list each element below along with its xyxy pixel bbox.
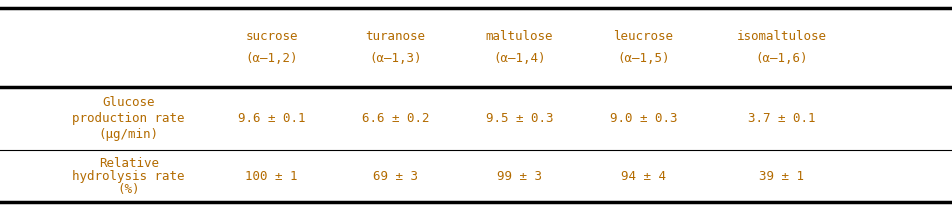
Text: hydrolysis rate: hydrolysis rate	[72, 170, 185, 183]
Text: 9.0 ± 0.3: 9.0 ± 0.3	[609, 112, 676, 125]
Text: isomaltulose: isomaltulose	[736, 29, 825, 43]
Text: Glucose: Glucose	[102, 96, 155, 109]
Text: (α–1,6): (α–1,6)	[754, 52, 807, 65]
Text: maltulose: maltulose	[486, 29, 552, 43]
Text: 9.5 ± 0.3: 9.5 ± 0.3	[486, 112, 552, 125]
Text: 9.6 ± 0.1: 9.6 ± 0.1	[238, 112, 305, 125]
Text: sucrose: sucrose	[245, 29, 298, 43]
Text: 100 ± 1: 100 ± 1	[245, 170, 298, 183]
Text: 99 ± 3: 99 ± 3	[496, 170, 542, 183]
Text: turanose: turanose	[366, 29, 425, 43]
Text: (α–1,3): (α–1,3)	[368, 52, 422, 65]
Text: 6.6 ± 0.2: 6.6 ± 0.2	[362, 112, 428, 125]
Text: (α–1,2): (α–1,2)	[245, 52, 298, 65]
Text: production rate: production rate	[72, 112, 185, 125]
Text: (α–1,4): (α–1,4)	[492, 52, 545, 65]
Text: (%): (%)	[117, 183, 140, 195]
Text: 39 ± 1: 39 ± 1	[758, 170, 803, 183]
Text: (μg/min): (μg/min)	[99, 128, 158, 141]
Text: Relative: Relative	[99, 157, 158, 170]
Text: leucrose: leucrose	[613, 29, 672, 43]
Text: 3.7 ± 0.1: 3.7 ± 0.1	[747, 112, 814, 125]
Text: 94 ± 4: 94 ± 4	[620, 170, 665, 183]
Text: 69 ± 3: 69 ± 3	[372, 170, 418, 183]
Text: (α–1,5): (α–1,5)	[616, 52, 669, 65]
